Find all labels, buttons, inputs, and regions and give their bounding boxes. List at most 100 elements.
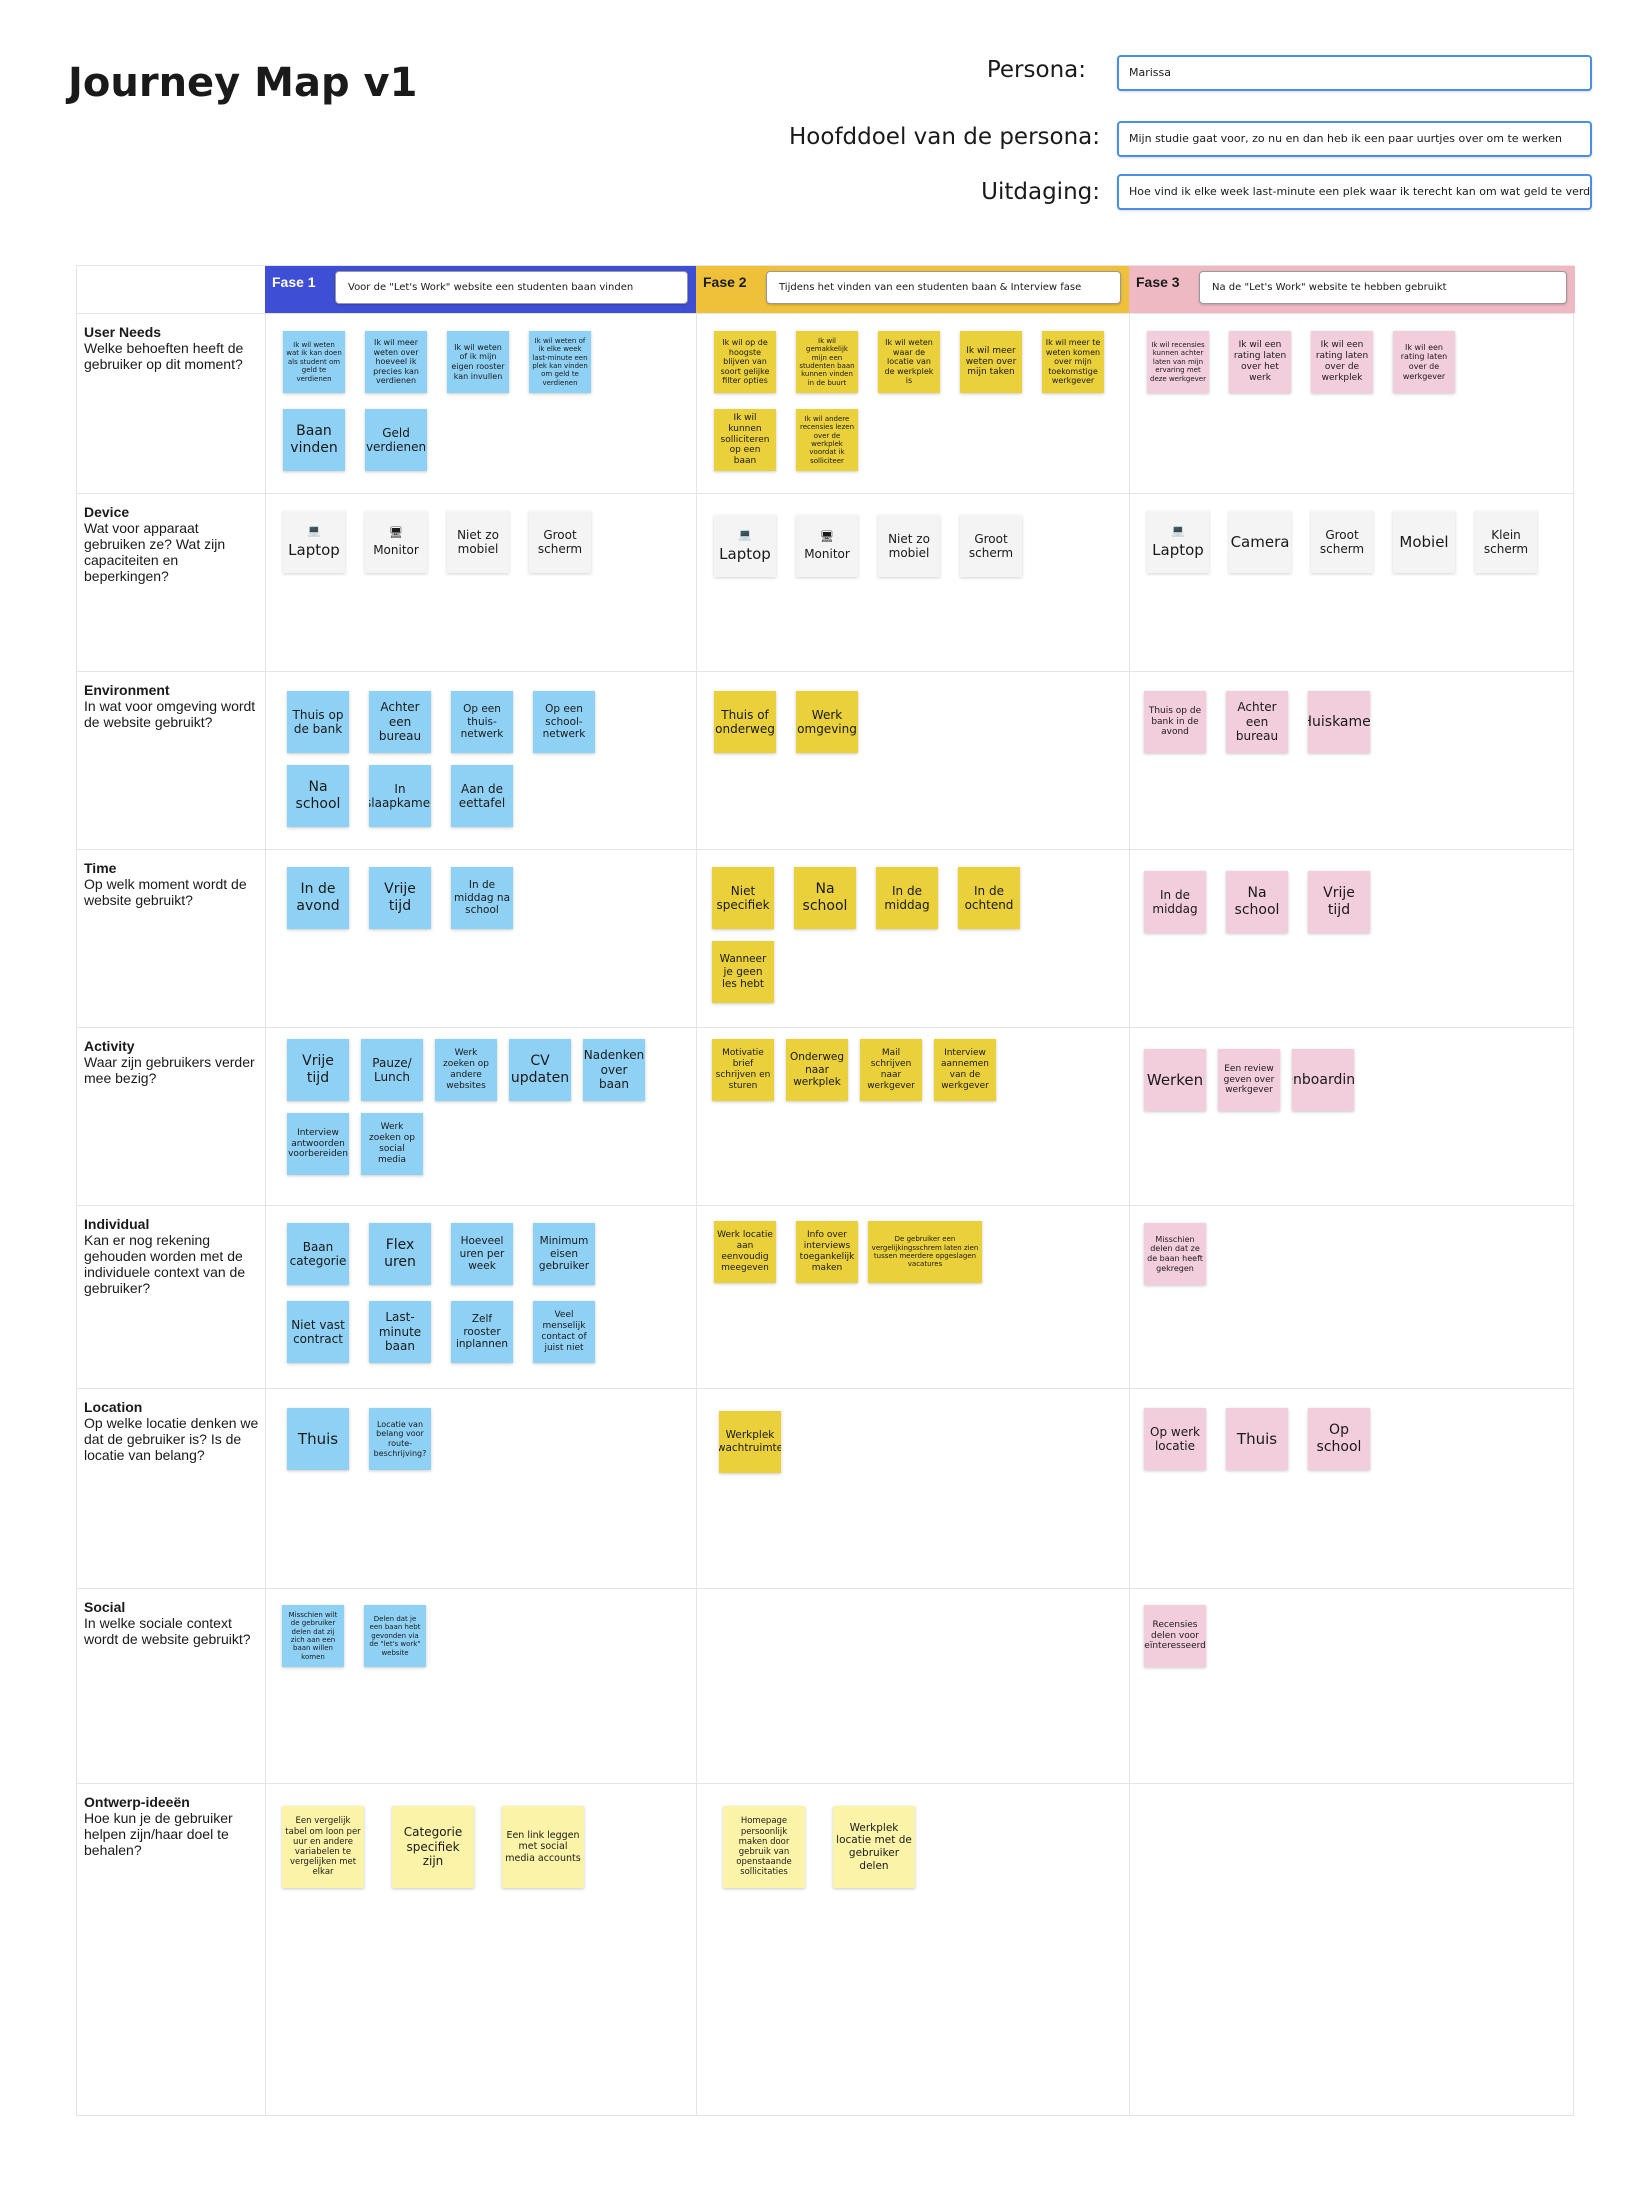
device-card[interactable]: Groot scherm <box>529 511 591 573</box>
sticky-note[interactable]: Vrije tijd <box>287 1039 349 1101</box>
sticky-note[interactable]: Ik wil meer weten over mijn taken <box>960 331 1022 393</box>
sticky-note[interactable]: Interview aannemen van de werkgever <box>934 1039 996 1101</box>
sticky-note[interactable]: Na school <box>794 867 856 929</box>
sticky-note[interactable]: Op school <box>1308 1408 1370 1470</box>
sticky-note[interactable]: Thuis <box>1226 1408 1288 1470</box>
sticky-note[interactable]: Vrije tijd <box>1308 871 1370 933</box>
device-card[interactable]: Klein scherm <box>1475 511 1537 573</box>
sticky-note[interactable]: Wanneer je geen les hebt <box>712 941 774 1003</box>
phase-description-field[interactable]: Na de "Let's Work" website te hebben geb… <box>1199 271 1567 304</box>
device-card[interactable]: Groot scherm <box>960 515 1022 577</box>
sticky-note[interactable]: Misschien delen dat ze de baan heeft gek… <box>1144 1223 1206 1285</box>
sticky-note[interactable]: Baan vinden <box>283 409 345 471</box>
goal-field[interactable]: Mijn studie gaat voor, zo nu en dan heb … <box>1117 121 1592 157</box>
sticky-note[interactable]: Motivatie brief schrijven en sturen <box>712 1039 774 1101</box>
sticky-note[interactable]: Interview antwoorden voorbereiden <box>287 1113 349 1175</box>
sticky-note[interactable]: Een review geven over werkgever <box>1218 1049 1280 1111</box>
sticky-note[interactable]: Baan categorie <box>287 1223 349 1285</box>
sticky-note[interactable]: Ik wil recensies kunnen achter laten van… <box>1147 331 1209 393</box>
sticky-note[interactable]: Ik wil kunnen solliciteren op een baan <box>714 409 776 471</box>
sticky-note[interactable]: Pauze/ Lunch <box>361 1039 423 1101</box>
sticky-note[interactable]: Ik wil een rating laten over de werkplek <box>1311 331 1373 393</box>
sticky-note[interactable]: Na school <box>287 765 349 827</box>
sticky-note[interactable]: Ik wil weten of ik elke week last-minute… <box>529 331 591 393</box>
sticky-note[interactable]: Onderweg naar werkplek <box>786 1039 848 1101</box>
phase-description-field[interactable]: Tijdens het vinden van een studenten baa… <box>766 271 1121 304</box>
sticky-note[interactable]: Werken <box>1144 1049 1206 1111</box>
sticky-note[interactable]: Nadenken over baan <box>583 1039 645 1101</box>
sticky-note[interactable]: Hoeveel uren per week <box>451 1223 513 1285</box>
sticky-note[interactable]: Thuis <box>287 1408 349 1470</box>
device-card[interactable]: 🖥 Monitor <box>365 511 427 573</box>
sticky-note[interactable]: Delen dat je een baan hebt gevonden via … <box>364 1605 426 1667</box>
device-card[interactable]: 🖥 Monitor <box>796 515 858 577</box>
sticky-note[interactable]: Homepage persoonlijk maken door gebruik … <box>723 1806 805 1888</box>
sticky-note[interactable]: De gebruiker een vergelijkingsschrem lat… <box>868 1221 982 1283</box>
persona-field[interactable]: Marissa <box>1117 55 1592 91</box>
sticky-note[interactable]: In de middag na school <box>451 867 513 929</box>
sticky-note[interactable]: In de ochtend <box>958 867 1020 929</box>
sticky-note[interactable]: Huiskamer <box>1308 691 1370 753</box>
sticky-note[interactable]: Ik wil gemakkelijk mijn een studenten ba… <box>796 331 858 393</box>
sticky-note[interactable]: Werk locatie aan eenvoudig meegeven <box>714 1221 776 1283</box>
sticky-note[interactable]: Last-minute baan <box>369 1301 431 1363</box>
sticky-note[interactable]: Recensies delen voor geïnteresseerde <box>1144 1605 1206 1667</box>
sticky-note[interactable]: Categorie specifiek zijn <box>392 1806 474 1888</box>
sticky-note[interactable]: Geld verdienen <box>365 409 427 471</box>
sticky-note[interactable]: Ik wil weten of ik mijn eigen rooster ka… <box>447 331 509 393</box>
device-card[interactable]: Groot scherm <box>1311 511 1373 573</box>
sticky-note[interactable]: Thuis of onderweg <box>714 691 776 753</box>
sticky-note[interactable]: Ik wil meer te weten komen over mijn toe… <box>1042 331 1104 393</box>
device-card[interactable]: Niet zo mobiel <box>447 511 509 573</box>
sticky-note[interactable]: Op een school-netwerk <box>533 691 595 753</box>
device-card[interactable]: 💻 Laptop <box>714 515 776 577</box>
sticky-note[interactable]: Werkplek wachtruimte <box>719 1411 781 1473</box>
sticky-note[interactable]: Locatie van belang voor route-beschrijvi… <box>369 1408 431 1470</box>
sticky-note[interactable]: Zelf rooster inplannen <box>451 1301 513 1363</box>
sticky-note[interactable]: Niet vast contract <box>287 1301 349 1363</box>
sticky-note[interactable]: Een vergelijk tabel om loon per uur en a… <box>282 1806 364 1888</box>
sticky-note[interactable]: Ik wil andere recensies lezen over de we… <box>796 409 858 471</box>
row-label: Device Wat voor apparaat gebruiken ze? Wa… <box>84 504 264 584</box>
sticky-note[interactable]: In de middag <box>1144 871 1206 933</box>
sticky-note[interactable]: In de middag <box>876 867 938 929</box>
phase-description-field[interactable]: Voor de "Let's Work" website een student… <box>335 271 688 304</box>
sticky-note[interactable]: Flex uren <box>369 1223 431 1285</box>
device-card[interactable]: Camera <box>1229 511 1291 573</box>
sticky-note[interactable]: Werkplek locatie met de gebruiker delen <box>833 1806 915 1888</box>
sticky-note[interactable]: Ik wil een rating laten over het werk <box>1229 331 1291 393</box>
sticky-note[interactable]: Niet specifiek <box>712 867 774 929</box>
challenge-field[interactable]: Hoe vind ik elke week last-minute een pl… <box>1117 174 1592 210</box>
sticky-note[interactable]: Werk zoeken op andere websites <box>435 1039 497 1101</box>
device-card[interactable]: 💻 Laptop <box>1147 511 1209 573</box>
sticky-note[interactable]: In slaapkamer <box>369 765 431 827</box>
sticky-note[interactable]: Ik wil weten wat ik kan doen als student… <box>283 331 345 393</box>
sticky-note[interactable]: Info over interviews toegankelijk maken <box>796 1221 858 1283</box>
sticky-note[interactable]: Op werk locatie <box>1144 1408 1206 1470</box>
sticky-note[interactable]: Achter een bureau <box>1226 691 1288 753</box>
sticky-note[interactable]: Veel menselijk contact of juist niet <box>533 1301 595 1363</box>
sticky-note[interactable]: Thuis op de bank in de avond <box>1144 691 1206 753</box>
sticky-note[interactable]: Mail schrijven naar werkgever <box>860 1039 922 1101</box>
sticky-note[interactable]: Ik wil een rating laten over de werkgeve… <box>1393 331 1455 393</box>
sticky-note[interactable]: Ik wil op de hoogste blijven van soort g… <box>714 331 776 393</box>
sticky-note[interactable]: Na school <box>1226 871 1288 933</box>
sticky-note[interactable]: Achter een bureau <box>369 691 431 753</box>
sticky-note[interactable]: Ik wil meer weten over hoeveel ik precie… <box>365 331 427 393</box>
device-card[interactable]: 💻 Laptop <box>283 511 345 573</box>
sticky-note[interactable]: Vrije tijd <box>369 867 431 929</box>
sticky-note[interactable]: Een link leggen met social media account… <box>502 1806 584 1888</box>
sticky-note[interactable]: Werk zoeken op social media <box>361 1113 423 1175</box>
sticky-note[interactable]: Aan de eettafel <box>451 765 513 827</box>
sticky-note[interactable]: Werk omgeving <box>796 691 858 753</box>
sticky-note[interactable]: Ik wil weten waar de locatie van de werk… <box>878 331 940 393</box>
device-card[interactable]: Niet zo mobiel <box>878 515 940 577</box>
sticky-note[interactable]: In de avond <box>287 867 349 929</box>
sticky-note[interactable]: Onboarding <box>1292 1049 1354 1111</box>
sticky-note[interactable]: Op een thuis-netwerk <box>451 691 513 753</box>
sticky-note[interactable]: CV updaten <box>509 1039 571 1101</box>
sticky-note[interactable]: Minimum eisen gebruiker <box>533 1223 595 1285</box>
sticky-note[interactable]: Thuis op de bank <box>287 691 349 753</box>
sticky-note[interactable]: Misschien wilt de gebruiker delen dat zi… <box>282 1605 344 1667</box>
device-card[interactable]: Mobiel <box>1393 511 1455 573</box>
